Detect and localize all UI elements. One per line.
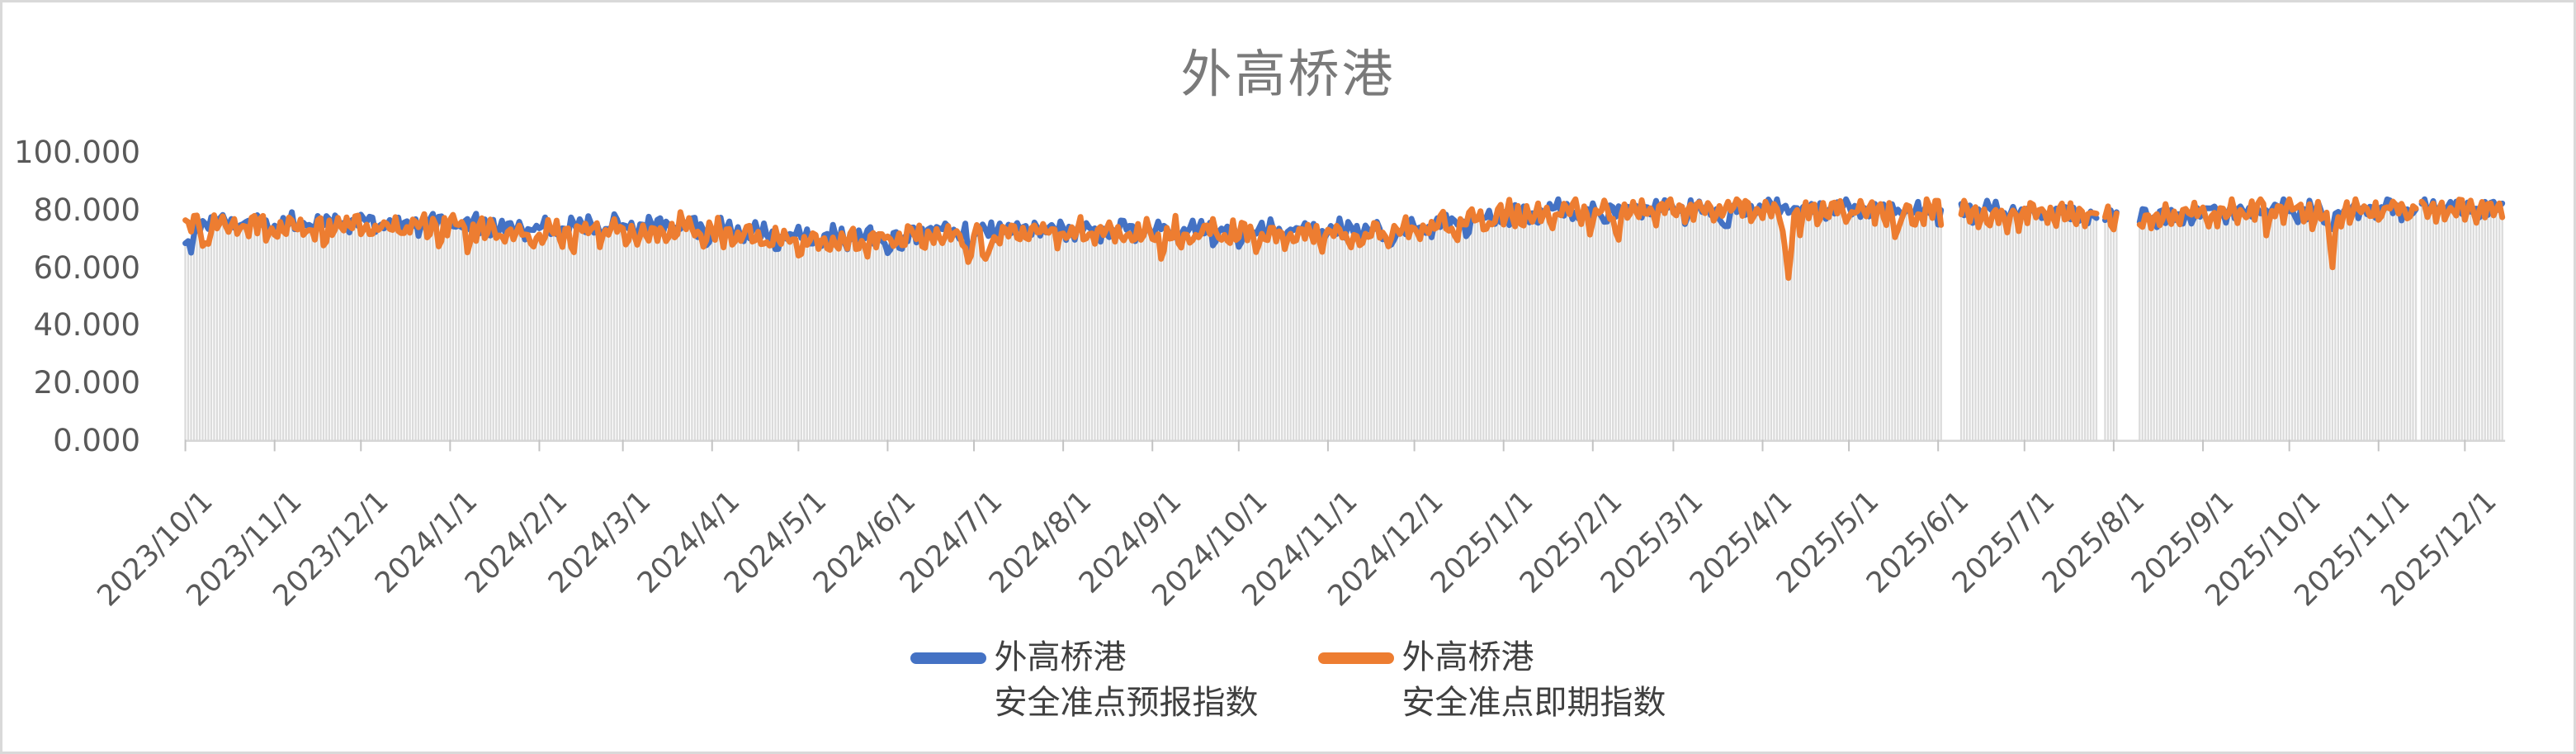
y-axis-label: 20.000 bbox=[33, 365, 140, 401]
legend: 外高桥港 安全准点预报指数 外高桥港 安全准点即期指数 bbox=[2, 635, 2574, 726]
series-line-spot bbox=[182, 196, 2506, 282]
x-axis-ticks bbox=[184, 439, 2466, 452]
y-axis-label: 80.000 bbox=[33, 192, 140, 228]
legend-label-spot: 外高桥港 安全准点即期指数 bbox=[1401, 638, 1666, 722]
x-axis-line bbox=[185, 439, 2506, 442]
y-axis-label: 40.000 bbox=[33, 307, 140, 344]
y-axis-label: 0.000 bbox=[53, 423, 140, 458]
legend-entry-forecast-index[interactable]: 外高桥港 安全准点预报指数 bbox=[910, 635, 1259, 726]
y-axis-label: 60.000 bbox=[33, 249, 140, 286]
legend-line-swatch-orange bbox=[1317, 652, 1394, 664]
legend-entry-spot-index[interactable]: 外高桥港 安全准点即期指数 bbox=[1317, 635, 1666, 726]
chart-title: 外高桥港 bbox=[1180, 44, 1396, 104]
legend-label-forecast: 外高桥港 安全准点预报指数 bbox=[994, 638, 1259, 722]
legend-line-swatch-blue bbox=[910, 652, 986, 664]
y-axis-label: 100.000 bbox=[13, 135, 140, 170]
background-bars bbox=[184, 202, 2503, 440]
